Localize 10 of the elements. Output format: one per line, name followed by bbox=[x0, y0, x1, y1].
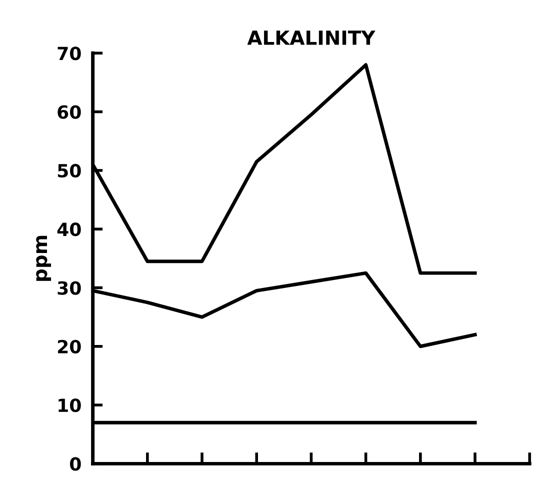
y-axis-title: ppm bbox=[36, 236, 52, 281]
y-tick-label: 50 bbox=[58, 164, 81, 178]
y-tick-label: 10 bbox=[58, 398, 81, 412]
y-tick-label: 60 bbox=[58, 105, 81, 119]
y-tick-label: 70 bbox=[58, 46, 81, 60]
y-tick-label: 20 bbox=[58, 340, 81, 354]
y-tick-label: 40 bbox=[57, 222, 81, 236]
y-tick-label: 30 bbox=[58, 281, 81, 295]
y-tick-label: 0 bbox=[70, 457, 81, 471]
chart-title: ALKALINITY bbox=[247, 30, 376, 45]
